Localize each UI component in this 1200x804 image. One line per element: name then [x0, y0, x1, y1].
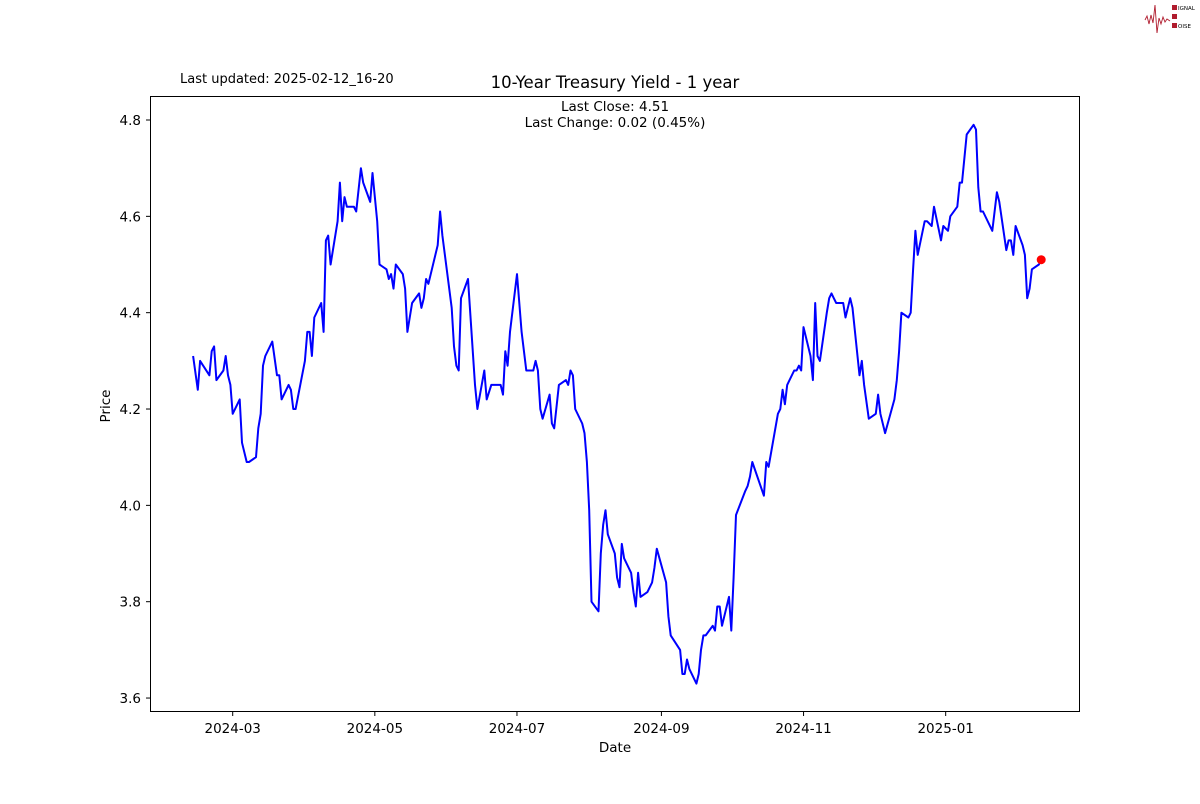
x-tick-label: 2024-09	[633, 721, 689, 737]
x-tick-label: 2025-01	[917, 721, 973, 737]
x-tick-label: 2024-03	[204, 721, 260, 737]
y-tick-label: 4.2	[120, 402, 141, 418]
y-tick-label: 3.6	[120, 691, 141, 707]
yield-line	[192, 123, 1043, 685]
x-tick-label: 2024-11	[775, 721, 831, 737]
last-close-marker	[1036, 255, 1046, 265]
svg-text:IGNAL: IGNAL	[1178, 6, 1196, 12]
y-tick-label: 4.4	[120, 306, 141, 322]
y-axis: 3.6 3.8 4.0 4.2 4.4 4.6 4.8	[120, 113, 150, 707]
last-close-annotation: Last Close: 4.51	[561, 99, 669, 115]
signal-2-noise-logo: IGNAL OISE	[1144, 4, 1196, 34]
last-updated-label: Last updated: 2025-02-12_16-20	[180, 72, 394, 87]
x-axis: 2024-03 2024-05 2024-07 2024-09 2024-11 2025-…	[204, 712, 974, 737]
y-tick-label: 4.0	[120, 498, 141, 514]
logo-waveform-icon	[1144, 4, 1171, 34]
y-axis-label: Price	[98, 390, 114, 423]
y-tick-label: 4.8	[120, 113, 141, 129]
x-tick-label: 2024-07	[489, 721, 545, 737]
chart-title: 10-Year Treasury Yield - 1 year	[491, 73, 740, 92]
y-tick-label: 3.8	[120, 595, 141, 611]
plot-frame	[150, 96, 1080, 712]
x-tick-label: 2024-05	[347, 721, 403, 737]
svg-text:OISE: OISE	[1178, 24, 1191, 30]
last-change-annotation: Last Change: 0.02 (0.45%)	[525, 115, 706, 131]
y-tick-label: 4.6	[120, 209, 141, 225]
x-axis-label: Date	[599, 740, 631, 756]
